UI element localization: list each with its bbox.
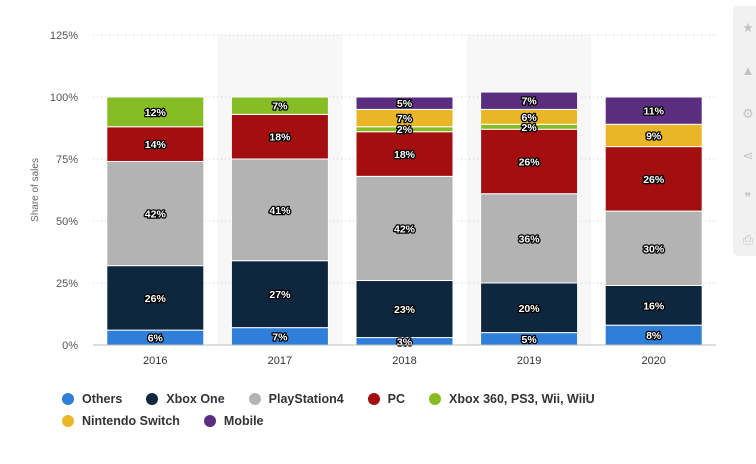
data-label: 16% bbox=[643, 300, 665, 312]
data-label: 7% bbox=[522, 96, 538, 108]
data-label: 2% bbox=[522, 122, 538, 134]
legend-dot bbox=[62, 415, 74, 427]
bar-segment-2019-playstation4[interactable] bbox=[480, 193, 579, 284]
x-tick-label: 2019 bbox=[517, 355, 541, 367]
bell-icon[interactable]: ▲ bbox=[741, 63, 755, 78]
y-axis-ticks: 0% 25% 50% 75% 100% 125% bbox=[50, 30, 78, 352]
data-label: 14% bbox=[145, 139, 167, 151]
print-icon[interactable]: ⎙ bbox=[742, 232, 754, 247]
bar-segment-2016-xbox-360-ps3-wii-wiiu[interactable] bbox=[106, 96, 205, 128]
data-label: 30% bbox=[643, 243, 665, 255]
legend-item-pc[interactable]: PC bbox=[367, 392, 406, 406]
y-tick-label: 125% bbox=[50, 30, 78, 42]
data-label: 12% bbox=[145, 107, 167, 119]
data-label: 36% bbox=[519, 233, 541, 245]
legend-dot bbox=[203, 415, 216, 427]
data-labels: 6% 26% 42% 14% 12% 7% 27% 41% 18% 7% 3% 23% 42% 18% 2%… bbox=[143, 94, 666, 349]
legend-item-nintendo-switch[interactable]: Nintendo Switch bbox=[62, 414, 180, 428]
legend-dot bbox=[62, 393, 74, 405]
data-label: 18% bbox=[394, 149, 416, 161]
bar-segment-2018-playstation4[interactable] bbox=[355, 175, 454, 282]
data-label: 7% bbox=[397, 113, 413, 125]
bar-segment-2020-xbox-one[interactable] bbox=[604, 284, 703, 326]
x-tick-label: 2020 bbox=[641, 355, 665, 367]
x-tick-label: 2018 bbox=[392, 355, 416, 367]
legend-item-playstation4[interactable]: PlayStation4 bbox=[248, 392, 344, 406]
y-tick-label: 0% bbox=[62, 340, 78, 352]
share-icon[interactable]: ⋖ bbox=[742, 148, 754, 163]
data-label: 41% bbox=[269, 205, 291, 217]
data-label: 3% bbox=[397, 336, 413, 348]
legend-item-xbox-one[interactable]: Xbox One bbox=[146, 392, 225, 406]
data-label: 9% bbox=[646, 130, 662, 142]
bar-segment-2018-mobile[interactable] bbox=[355, 96, 454, 110]
bar-segment-2020-mobile[interactable] bbox=[604, 96, 703, 125]
bar-segment-2017-playstation4[interactable] bbox=[230, 158, 329, 262]
bar-segment-2020-playstation4[interactable] bbox=[604, 210, 703, 286]
bar-segment-2017-pc[interactable] bbox=[230, 113, 329, 160]
data-label: 7% bbox=[272, 331, 288, 343]
bar-segment-2019-xbox-one[interactable] bbox=[480, 282, 579, 334]
y-tick-label: 50% bbox=[56, 216, 78, 228]
data-label: 5% bbox=[522, 334, 538, 346]
data-label: 5% bbox=[397, 98, 413, 110]
data-label: 8% bbox=[646, 330, 662, 342]
legend-label: PC bbox=[387, 392, 406, 406]
toolbar: ★ ▲ ⚙ ⋖ ❞ ⎙ bbox=[733, 6, 756, 256]
y-tick-label: 75% bbox=[56, 154, 78, 166]
bar-segment-2019-mobile[interactable] bbox=[480, 91, 579, 110]
x-axis-ticks: 2016 2017 2018 2019 2020 bbox=[143, 355, 666, 367]
bar-segment-2020-pc[interactable] bbox=[604, 146, 703, 212]
legend-label: Others bbox=[82, 392, 123, 406]
legend-label: Mobile bbox=[223, 414, 264, 428]
gear-icon[interactable]: ⚙ bbox=[742, 106, 754, 121]
data-label: 11% bbox=[643, 106, 664, 118]
data-label: 6% bbox=[148, 333, 164, 345]
data-label: 2% bbox=[397, 124, 413, 136]
x-tick-label: 2017 bbox=[268, 355, 292, 367]
y-tick-label: 100% bbox=[50, 92, 78, 104]
x-tick-label: 2016 bbox=[143, 355, 167, 367]
bar-segment-2016-xbox-one[interactable] bbox=[106, 265, 205, 331]
bar-segment-2018-pc[interactable] bbox=[355, 131, 454, 177]
data-label: 18% bbox=[269, 132, 291, 144]
data-label: 23% bbox=[394, 304, 416, 316]
legend-item-mobile[interactable]: Mobile bbox=[203, 414, 264, 428]
legend-label: Nintendo Switch bbox=[82, 414, 180, 428]
legend-label: PlayStation4 bbox=[268, 392, 344, 406]
legend-dot bbox=[429, 393, 442, 405]
bar-segment-2018-xbox-one[interactable] bbox=[355, 280, 454, 339]
legend-dot bbox=[146, 393, 159, 405]
y-axis-label: Share of sales bbox=[30, 158, 41, 222]
y-tick-label: 25% bbox=[56, 278, 78, 290]
legend-label: Xbox One bbox=[166, 392, 225, 406]
data-label: 42% bbox=[145, 209, 167, 221]
legend-dot bbox=[367, 393, 380, 405]
data-label: 26% bbox=[519, 156, 541, 168]
legend: Others Xbox One PlayStation4 PC Xbox 360, PS… bbox=[62, 392, 722, 428]
legend-label: Xbox 360, PS3, Wii, WiiU bbox=[449, 392, 595, 406]
bar-segment-2017-xbox-one[interactable] bbox=[230, 260, 329, 329]
legend-item-others[interactable]: Others bbox=[62, 392, 122, 406]
data-label: 26% bbox=[145, 293, 167, 305]
data-label: 7% bbox=[272, 101, 288, 113]
legend-dot bbox=[248, 393, 261, 405]
data-label: 26% bbox=[643, 174, 665, 186]
legend-item-xbox-360-ps3-wii-wiiu[interactable]: Xbox 360, PS3, Wii, WiiU bbox=[429, 392, 595, 406]
bar-segment-2016-playstation4[interactable] bbox=[106, 160, 205, 267]
quote-icon[interactable]: ❞ bbox=[744, 190, 752, 205]
data-label: 20% bbox=[519, 303, 541, 315]
star-icon[interactable]: ★ bbox=[742, 20, 754, 35]
data-label: 42% bbox=[394, 223, 416, 235]
bar-segment-2017-xbox-360-ps3-wii-wiiu[interactable] bbox=[230, 96, 329, 115]
data-label: 6% bbox=[522, 112, 538, 124]
data-label: 27% bbox=[269, 289, 291, 301]
bar-segment-2016-pc[interactable] bbox=[106, 126, 205, 162]
bars bbox=[106, 91, 703, 346]
